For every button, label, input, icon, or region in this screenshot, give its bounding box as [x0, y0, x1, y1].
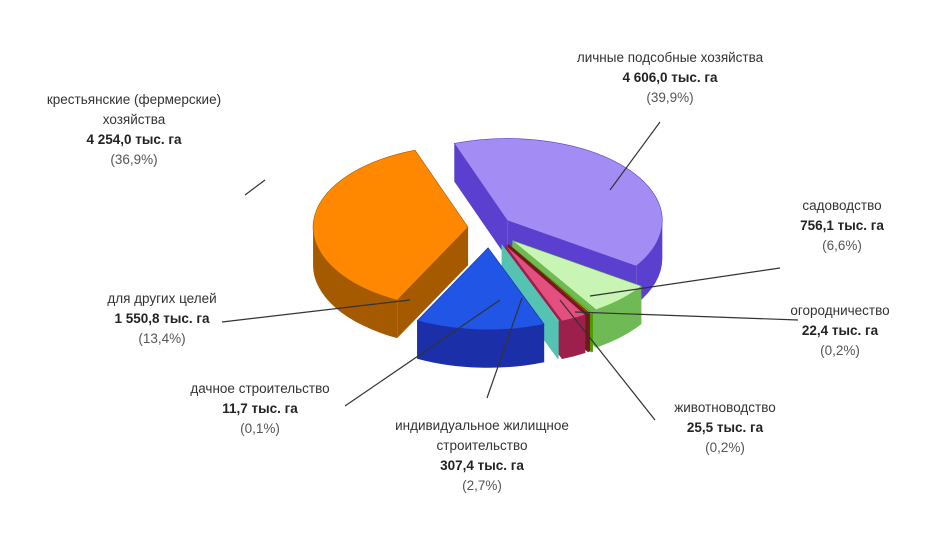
pie-slice-top — [509, 244, 594, 315]
slice-value-label: 4 606,0 тыс. га — [622, 70, 718, 85]
slice-name-label: крестьянские (фермерские) — [47, 92, 221, 107]
leader-line — [344, 299, 501, 407]
pie-slice-top — [453, 138, 663, 267]
leader-line — [559, 299, 656, 421]
pie-slice-wall — [454, 143, 508, 259]
pie-slice-side — [417, 320, 545, 368]
pie-slice-top — [512, 240, 642, 310]
slice-name-label: индивидуальное жилищное — [395, 418, 569, 433]
slice-name-label: огородничество — [790, 303, 889, 318]
leader-lines — [221, 121, 799, 421]
pie-slice-side — [562, 314, 586, 360]
pie-slice-side — [591, 313, 593, 353]
pie-slice-top — [501, 244, 560, 322]
slice-percent-label: (36,9%) — [110, 152, 157, 167]
pie-slice-side — [557, 320, 559, 359]
slice-name-label: строительство — [437, 438, 528, 453]
slice-value-label: 756,1 тыс. га — [800, 218, 884, 233]
pie-slice-wall — [397, 227, 469, 339]
slice-name-label: дачное строительство — [190, 381, 329, 396]
leader-line — [486, 297, 523, 399]
slice-percent-label: (6,6%) — [822, 238, 862, 253]
slice-percent-label: (13,4%) — [138, 331, 185, 346]
slice-value-label: 11,7 тыс. га — [222, 401, 298, 416]
leader-line — [609, 121, 661, 191]
slice-name-label: личные подсобные хозяйства — [577, 50, 764, 65]
pie-slice-side — [587, 313, 590, 353]
slice-percent-label: (39,9%) — [646, 90, 693, 105]
slice-name-label: животноводство — [674, 400, 776, 415]
pie-slice-top — [312, 149, 469, 301]
slice-value-label: 1 550,8 тыс. га — [114, 311, 210, 326]
pie-slice-top — [416, 247, 545, 331]
leader-line — [589, 267, 781, 297]
pie-slice-side — [595, 286, 642, 348]
leader-line — [221, 299, 411, 323]
slice-name-label: для других целей — [107, 291, 216, 306]
slice-name-label: садоводство — [802, 198, 881, 213]
pie-slice-side — [313, 227, 398, 339]
pie-slice — [416, 247, 545, 368]
slice-percent-label: (0,2%) — [705, 440, 745, 455]
slice-percent-label: (0,2%) — [820, 343, 860, 358]
slice-percent-label: (2,7%) — [462, 478, 502, 493]
slice-value-label: 4 254,0 тыс. га — [86, 132, 182, 147]
pie-slices — [312, 138, 663, 368]
slice-labels: личные подсобные хозяйства 4 606,0 тыс. г… — [47, 50, 890, 493]
pie-slice-top — [507, 243, 591, 315]
slice-value-label: 307,4 тыс. га — [440, 458, 524, 473]
pie-slice-side — [636, 220, 663, 305]
leader-line — [244, 179, 266, 196]
slice-value-label: 22,4 тыс. га — [802, 323, 879, 338]
leader-line — [574, 311, 799, 321]
slice-percent-label: (0,1%) — [240, 421, 280, 436]
slice-name-label: хозяйства — [103, 112, 166, 127]
slice-value-label: 25,5 тыс. га — [687, 420, 764, 435]
pie-slice — [312, 149, 469, 339]
